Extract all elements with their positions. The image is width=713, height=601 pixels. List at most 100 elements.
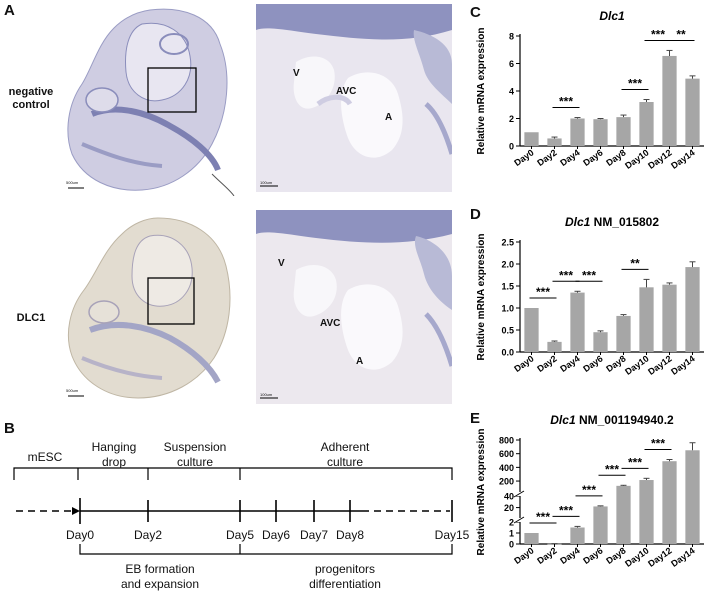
significance-label: ***: [559, 503, 573, 517]
y-tick-label: 0: [509, 142, 514, 152]
bar-day10: [639, 287, 654, 352]
chart-d: Dlc1 NM_015802 Relative mRNA expression 0.…: [476, 215, 704, 377]
x-tick-label-day12: Day12: [646, 353, 673, 376]
y-tick-label: 2: [509, 518, 514, 528]
panel-c-letter: C: [470, 4, 481, 21]
histology-zoom-dlc1: V AVC A 100um: [256, 210, 452, 404]
y-tick-label: 8: [509, 32, 514, 42]
timeline-bottom-bracket: [79, 544, 453, 555]
bar-day2: [547, 138, 562, 146]
y-tick-label: 200: [499, 477, 514, 487]
x-tick-label-day14: Day14: [669, 353, 696, 376]
x-tick-label-day2: Day2: [535, 147, 558, 168]
y-tick-label: 20: [504, 503, 514, 513]
y-axis-label: Relative mRNA expression: [476, 234, 487, 361]
bar-day12: [662, 461, 677, 544]
bar-day12: [662, 55, 677, 146]
y-tick-label: 0.0: [501, 348, 514, 358]
bar-day10: [639, 102, 654, 146]
axis-break-gap: [514, 492, 706, 496]
chart-c-title: Dlc1: [599, 9, 625, 23]
label-day2: Day2: [133, 528, 162, 542]
histology-zoom-control-image: [256, 4, 452, 192]
chart-title-italic: Dlc1: [565, 215, 591, 229]
significance-label: ***: [559, 95, 573, 109]
y-tick-label: 1: [509, 529, 514, 539]
x-tick-label-day10: Day10: [623, 147, 650, 170]
chart-title-plain: NM_015802: [590, 215, 659, 229]
bar-day4: [570, 118, 585, 146]
x-tick-label-day4: Day4: [558, 147, 581, 168]
significance-label: ***: [582, 268, 596, 282]
bar-day8: [616, 315, 631, 352]
bar-day6: [593, 506, 608, 544]
stage-hanging-drop: Hanging drop: [91, 440, 137, 469]
bar-day8: [616, 117, 631, 146]
bar-day12: [662, 284, 677, 352]
x-tick-label-day2: Day2: [535, 353, 558, 374]
y-axis-label: Relative mRNA expression: [476, 429, 487, 556]
axis-break-mark: [513, 516, 525, 524]
panel-e-letter: E: [470, 410, 481, 427]
x-tick-label-day0: Day0: [512, 147, 535, 168]
timeline-diagram: [13, 467, 453, 555]
x-tick-label-day12: Day12: [646, 147, 673, 170]
bar-day14: [685, 450, 700, 544]
x-tick-label-day12: Day12: [646, 545, 673, 568]
axis-break-gap: [514, 518, 706, 522]
y-axis-label: Relative mRNA expression: [476, 28, 487, 155]
timeline-top-bracket: [13, 467, 453, 480]
negative-control-label: negative control: [8, 86, 54, 111]
x-tick-label-day6: Day6: [581, 147, 604, 168]
region-avc-bottom: AVC: [320, 318, 341, 329]
stage-mesc: mESC: [27, 450, 63, 464]
chart-title-italic: Dlc1: [550, 413, 576, 427]
bar-day0: [524, 308, 539, 352]
bar-day4: [570, 527, 585, 544]
x-tick-label-day0: Day0: [512, 353, 535, 374]
significance-label: ***: [559, 268, 573, 282]
bar-day14: [685, 78, 700, 146]
y-tick-label: 4: [509, 87, 514, 97]
chart-e-title: Dlc1 NM_001194940.2: [550, 413, 674, 427]
bar-day0: [524, 533, 539, 544]
x-tick-label-day2: Day2: [535, 545, 558, 566]
significance-label: **: [676, 27, 686, 41]
y-tick-label: 40: [504, 492, 514, 502]
y-tick-label: 2.5: [501, 238, 514, 248]
y-tick-label: 6: [509, 59, 514, 69]
label-day5: Day5: [225, 528, 254, 542]
bar-day4: [570, 292, 585, 352]
y-tick-label: 2.0: [501, 260, 514, 270]
region-a-bottom: A: [356, 356, 364, 367]
histology-zoom-control: V AVC A 100um: [256, 4, 452, 192]
histology-zoom-dlc1-image: [256, 210, 452, 404]
embryo-section-control-image: [62, 4, 242, 196]
phase-progenitors: progenitors differentiation: [309, 562, 381, 591]
significance-label: ***: [605, 462, 619, 476]
label-day7: Day7: [299, 528, 328, 542]
x-tick-label-day0: Day0: [512, 545, 535, 566]
embryo-section-dlc1: 500um: [62, 212, 242, 404]
x-tick-label-day14: Day14: [669, 545, 696, 568]
y-tick-label: 0.5: [501, 326, 514, 336]
y-tick-label: 0: [509, 540, 514, 550]
region-v-top: V: [293, 68, 300, 79]
significance-label: ***: [651, 437, 665, 451]
region-v-bottom: V: [278, 258, 285, 269]
bar-day6: [593, 119, 608, 146]
chart-d-title: Dlc1 NM_015802: [565, 215, 659, 229]
y-tick-label: 2: [509, 114, 514, 124]
chart-title-plain: NM_001194940.2: [576, 413, 674, 427]
dlc1-label: DLC1: [16, 312, 46, 324]
significance-label: ***: [628, 455, 642, 469]
x-tick-label-day6: Day6: [581, 545, 604, 566]
axis-break-mark: [513, 490, 525, 498]
x-tick-label-day10: Day10: [623, 353, 650, 376]
bar-day0: [524, 132, 539, 146]
timeline-arrowhead: [72, 507, 80, 515]
label-day8: Day8: [335, 528, 364, 542]
bar-day6: [593, 332, 608, 352]
x-tick-label-day14: Day14: [669, 147, 696, 170]
